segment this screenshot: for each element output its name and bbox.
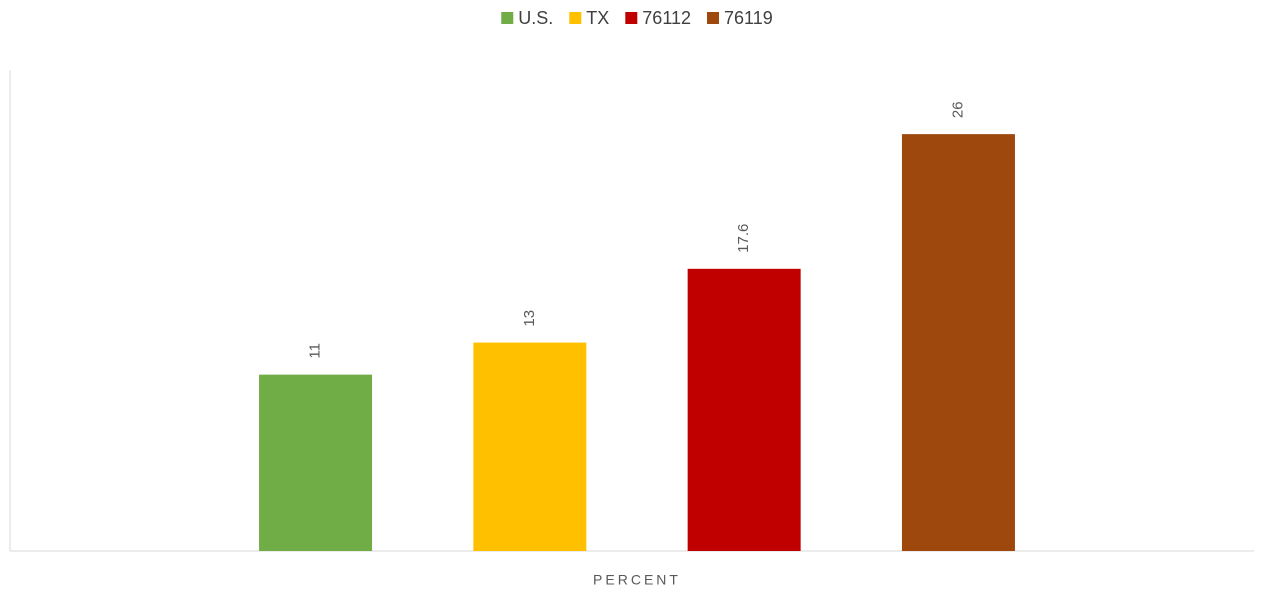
data-label: 17.6	[735, 224, 752, 253]
legend-label: U.S.	[518, 8, 553, 28]
bar	[687, 268, 801, 551]
legend-label: TX	[586, 8, 609, 28]
data-label: 26	[949, 101, 966, 118]
legend-label: 76112	[642, 8, 691, 28]
legend: U.S. TX 76112 76119	[501, 8, 773, 28]
data-label: 11	[307, 343, 324, 359]
legend-label: 76119	[724, 8, 773, 28]
legend-swatch	[569, 12, 582, 24]
legend-swatch	[501, 12, 514, 24]
data-label: 13	[521, 310, 538, 327]
legend-swatch	[625, 12, 638, 24]
legend-swatch	[707, 12, 720, 24]
x-category-label: PERCENT	[593, 572, 681, 588]
bar	[901, 134, 1015, 551]
bar	[473, 342, 587, 551]
bar	[259, 374, 373, 551]
